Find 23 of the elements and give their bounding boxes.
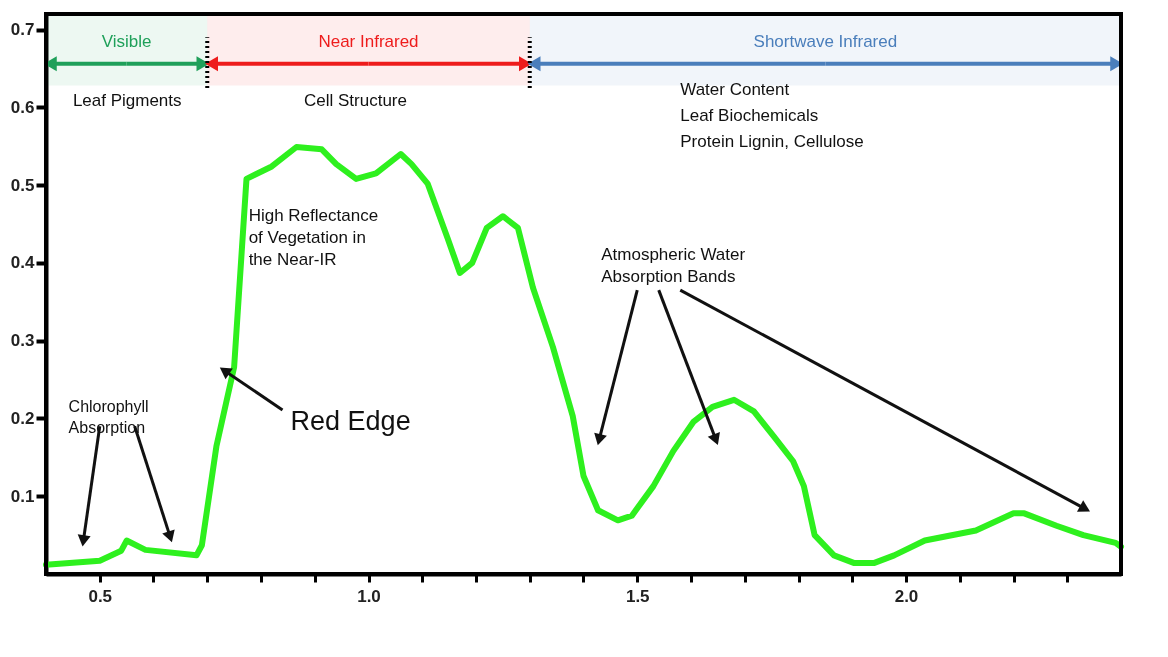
y-tick-label: 0.6 — [10, 97, 35, 117]
annotation: Chlorophyll Absorption — [68, 397, 149, 436]
annotation: Leaf Biochemicals — [680, 105, 819, 125]
y-tick-label: 0.4 — [10, 253, 36, 273]
band-label: Near Infrared — [318, 32, 419, 51]
x-tick-label: 0.5 — [88, 586, 113, 606]
x-tick-label: 1.5 — [625, 586, 650, 606]
y-tick-label: 0.3 — [10, 331, 35, 351]
annotation: Protein Lignin, Cellulose — [680, 132, 864, 152]
x-tick-label: 2.0 — [894, 586, 919, 606]
y-tick-label: 0.7 — [10, 20, 35, 40]
annotation: Cell Structure — [304, 91, 407, 111]
y-tick-label: 0.1 — [10, 486, 35, 506]
annotation: Atmospheric Water Absorption Bands — [601, 245, 746, 287]
y-tick-label: 0.2 — [10, 408, 35, 428]
band-label: Shortwave Infrared — [753, 32, 898, 51]
annotation: Red Edge — [290, 405, 411, 436]
annotation: Water Content — [680, 80, 790, 100]
annotation: Leaf Pigments — [72, 91, 182, 111]
band-label: Visible — [101, 32, 152, 51]
annotation: High Reflectance of Vegetation in the Near-IR — [248, 206, 379, 270]
y-tick-label: 0.5 — [10, 175, 35, 195]
x-tick-label: 1.0 — [357, 586, 381, 606]
